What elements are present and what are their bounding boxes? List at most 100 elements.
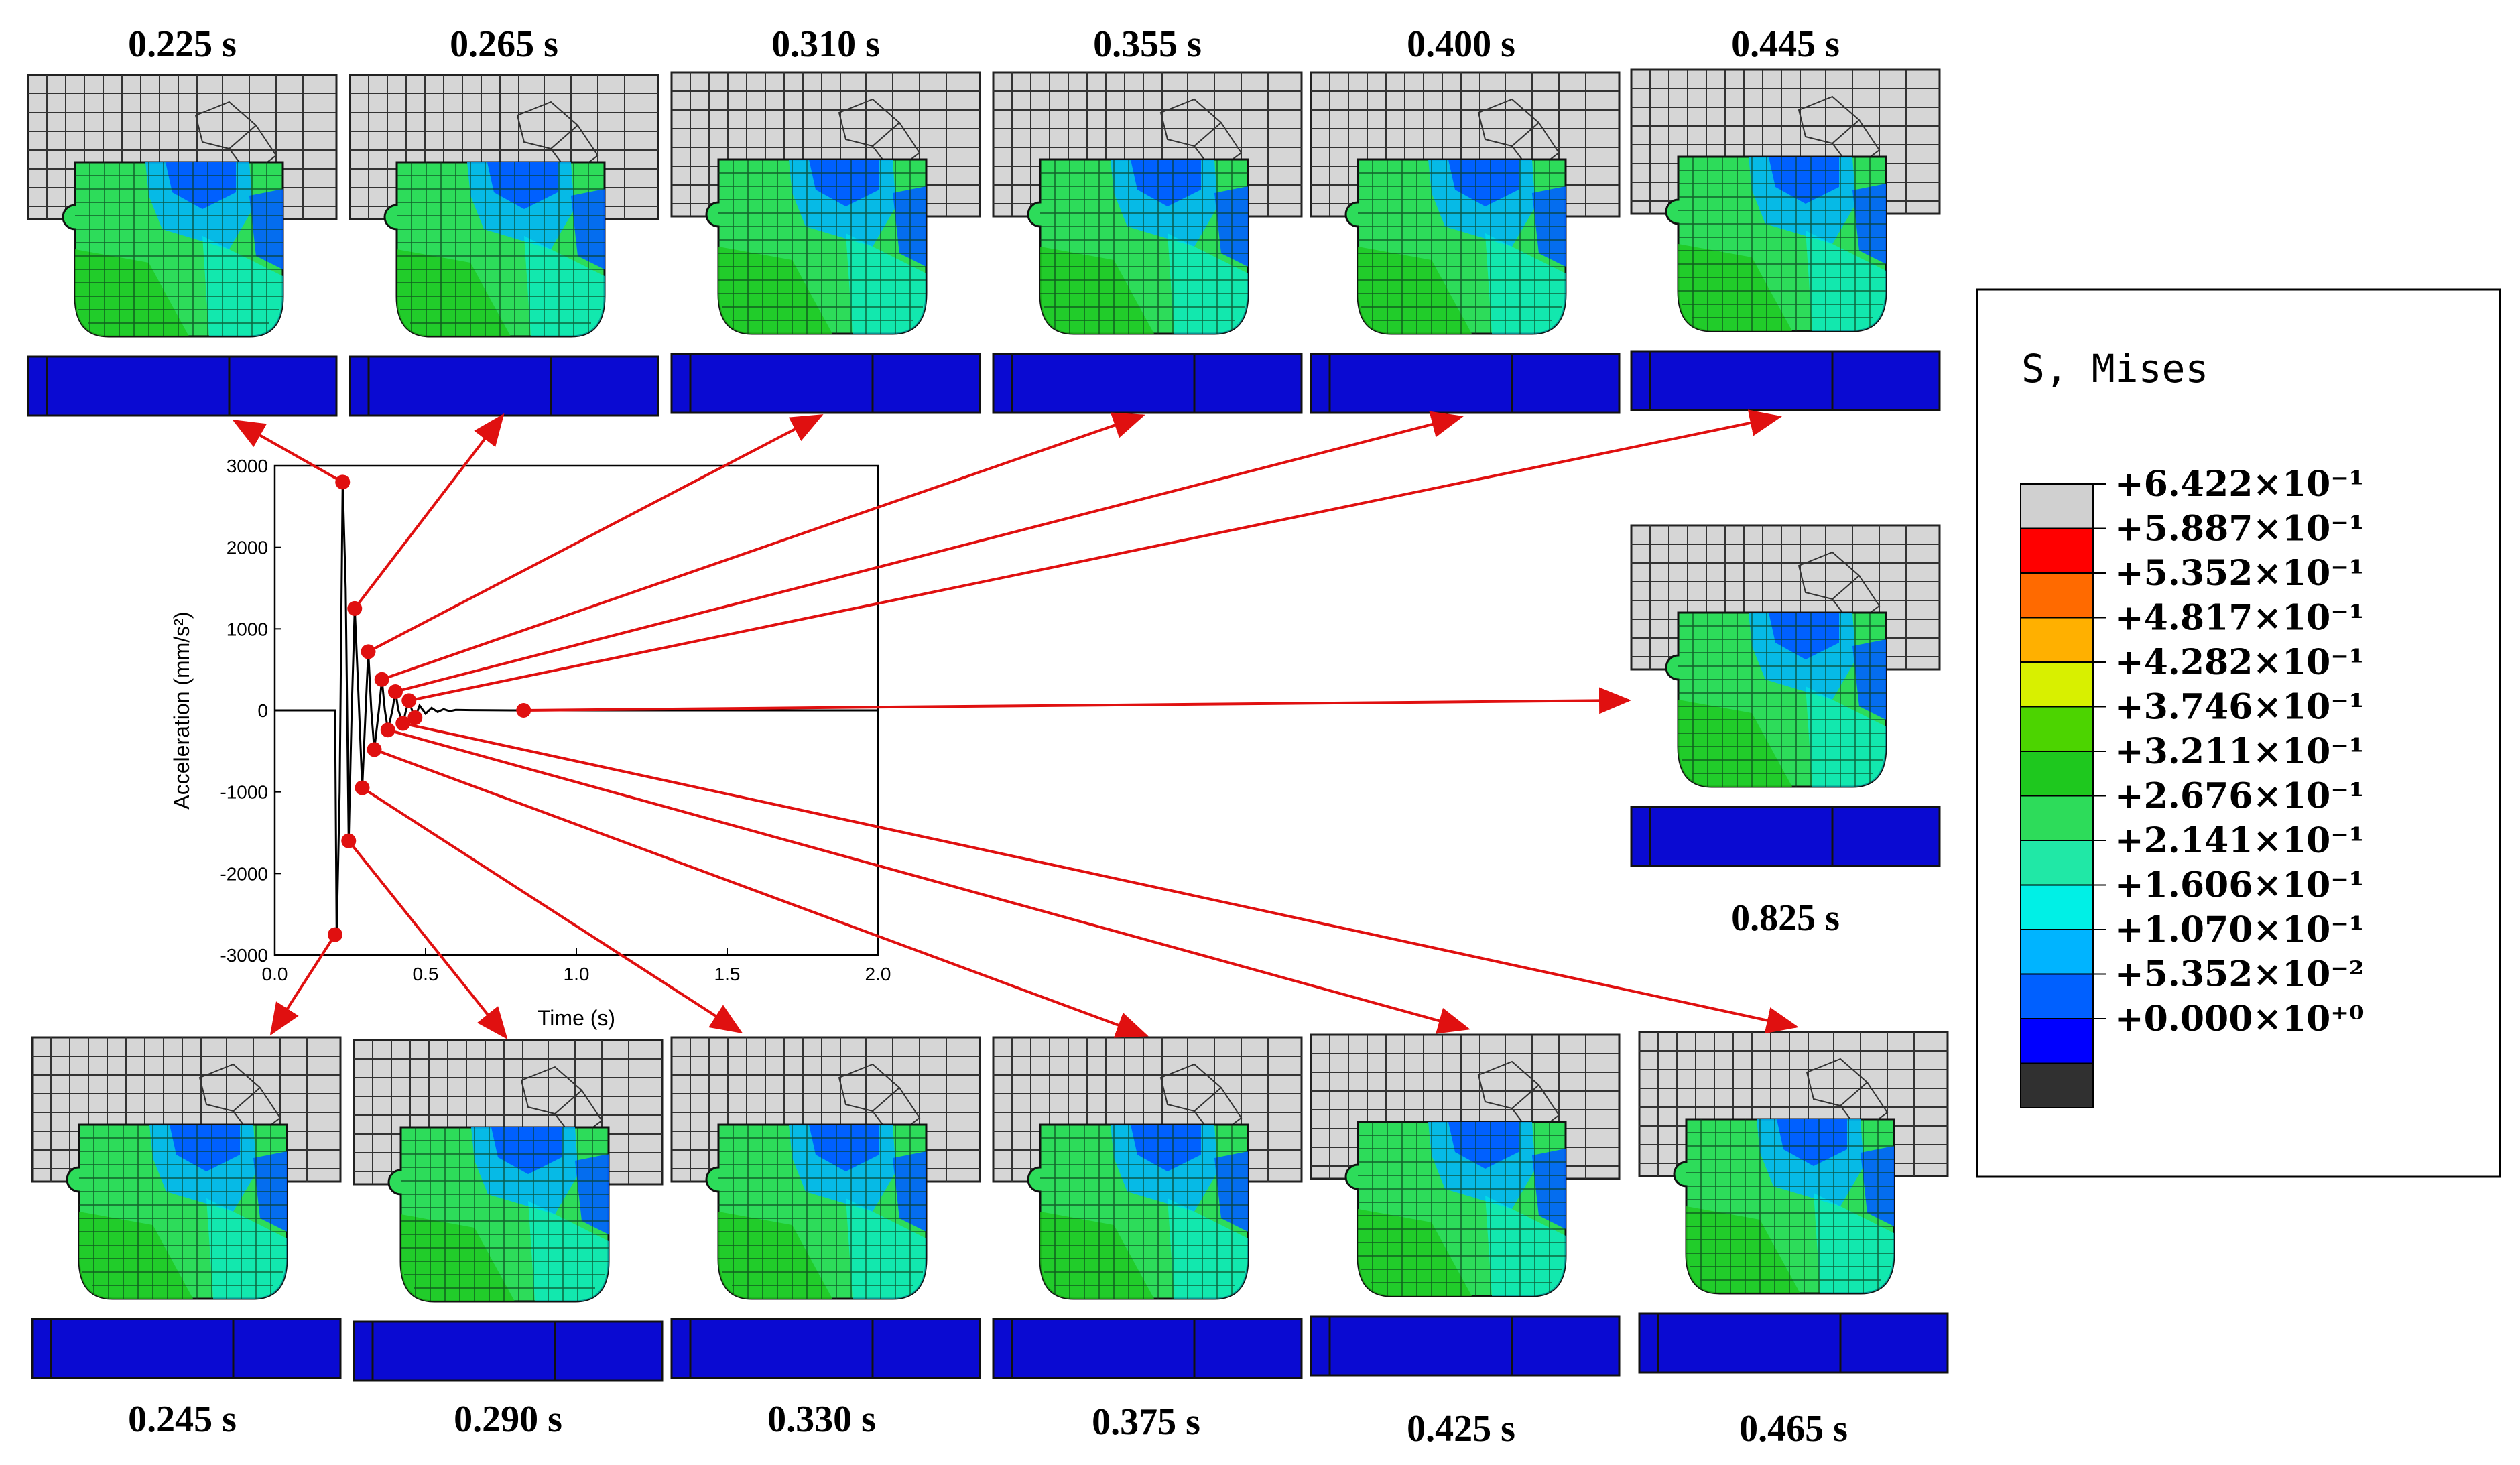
data-marker [367, 742, 382, 757]
callout-arrow [347, 840, 508, 1040]
legend-swatch [2020, 1018, 2094, 1064]
y-tick-label: -1000 [220, 782, 268, 803]
x-tick-label: 0.0 [262, 964, 288, 984]
top-row-snapshots: 0.225 s 0.265 s 0.310 s 0.355 s 0.400 s … [27, 23, 1941, 417]
time-label-bottom-4: 0.375 s [1092, 1401, 1200, 1443]
data-marker [374, 672, 389, 687]
x-axis: 0.0 0.5 1.0 1.5 2.0 [262, 948, 891, 984]
x-tick-label: 0.5 [413, 964, 439, 984]
legend-value-label: +4.817×10⁻¹ [2115, 598, 2365, 639]
callout-arrow [269, 934, 336, 1036]
legend-swatch [2020, 527, 2094, 574]
data-marker [388, 684, 403, 700]
data-marker [347, 600, 363, 616]
callout-arrow [232, 420, 344, 484]
legend-swatch [2020, 617, 2094, 663]
time-label-top-4: 0.355 s [1093, 23, 1202, 65]
data-marker [516, 703, 531, 718]
fem-snapshot-bottom-4 [992, 1036, 1303, 1379]
fem-snapshot-top-1 [27, 74, 338, 417]
legend-swatch [2020, 795, 2094, 841]
callout-arrow [381, 412, 1145, 681]
legend-swatch [2020, 973, 2094, 1019]
fem-snapshot-top-5 [1310, 71, 1621, 414]
fem-snapshot-top-3 [670, 71, 981, 414]
time-label-bottom-2: 0.290 s [454, 1399, 562, 1440]
legend-swatch [2020, 572, 2094, 619]
bottom-row-snapshots: 0.245 s 0.290 s 0.330 s 0.375 s 0.425 s … [31, 1031, 1949, 1450]
y-tick-label: 0 [257, 700, 268, 721]
callout-arrow [361, 786, 743, 1034]
acceleration-chart: 3000 2000 1000 0 -1000 -2000 -3000 0.0 0.5 1.0 1.… [170, 409, 1799, 1040]
y-tick-label: 3000 [227, 456, 268, 476]
time-label-top-6: 0.445 s [1731, 23, 1840, 65]
acceleration-series-line [275, 482, 878, 935]
y-axis-title: Acceleration (mm/s²) [170, 611, 194, 809]
y-tick-label: 1000 [227, 619, 268, 639]
legend-value-label: +6.422×10⁻¹ [2115, 464, 2365, 505]
y-tick-label: -2000 [220, 863, 268, 884]
legend-title: S, Mises [2021, 346, 2208, 391]
callout-arrow [408, 409, 1782, 702]
data-marker [395, 716, 411, 731]
callout-arrow [395, 411, 1464, 693]
x-axis-title: Time (s) [538, 1006, 615, 1030]
data-marker [401, 693, 417, 708]
legend-swatch [2020, 706, 2094, 752]
legend-value-label: +2.141×10⁻¹ [2115, 820, 2365, 861]
fem-snapshot-side [1630, 524, 1941, 867]
callout-arrow [387, 728, 1470, 1034]
legend-swatch [2020, 929, 2094, 975]
fem-snapshot-bottom-1 [31, 1036, 342, 1379]
y-axis: 3000 2000 1000 0 -1000 -2000 -3000 [220, 456, 332, 966]
data-marker [355, 780, 370, 795]
y-tick-label: 2000 [227, 537, 268, 558]
data-marker [341, 833, 357, 848]
callout-arrow [523, 687, 1631, 714]
time-label-top-5: 0.400 s [1407, 23, 1515, 65]
legend-swatch [2020, 840, 2094, 886]
data-marker [361, 644, 376, 659]
legend-swatch [2020, 751, 2094, 797]
x-tick-label: 1.0 [564, 964, 590, 984]
callout-arrow [367, 414, 824, 653]
callout-arrow [402, 722, 1799, 1034]
data-marker [328, 927, 342, 942]
legend-swatch [2020, 884, 2094, 930]
legend-value-label: +2.676×10⁻¹ [2115, 776, 2365, 817]
time-label-bottom-6: 0.465 s [1739, 1408, 1848, 1450]
legend-value-label: +3.746×10⁻¹ [2115, 687, 2365, 728]
fem-snapshot-top-4 [992, 71, 1303, 414]
legend-value-label: +0.000×10⁺⁰ [2115, 999, 2365, 1039]
fem-snapshot-top-2 [349, 74, 659, 417]
legend-swatch [2020, 661, 2094, 708]
legend-value-label: +5.352×10⁻¹ [2115, 553, 2365, 594]
time-label-top-2: 0.265 s [450, 23, 558, 65]
time-label-bottom-1: 0.245 s [128, 1399, 237, 1440]
time-label-top-1: 0.225 s [128, 23, 237, 65]
legend-value-label: +3.211×10⁻¹ [2115, 731, 2365, 772]
time-label-bottom-3: 0.330 s [767, 1399, 876, 1440]
legend-value-label: +5.887×10⁻¹ [2115, 509, 2365, 550]
callout-arrow [373, 748, 1149, 1038]
time-label-top-3: 0.310 s [771, 23, 880, 65]
fem-snapshot-bottom-3 [670, 1036, 981, 1379]
fem-snapshot-top-6 [1630, 68, 1941, 411]
fem-snapshot-bottom-5 [1310, 1033, 1621, 1377]
legend-swatch-bottom [2020, 1062, 2094, 1108]
fem-snapshot-bottom-6 [1638, 1031, 1949, 1374]
time-label-bottom-5: 0.425 s [1407, 1408, 1515, 1450]
data-markers [328, 474, 531, 942]
data-marker [407, 710, 423, 725]
legend-swatch [2020, 483, 2094, 529]
legend-value-label: +5.352×10⁻² [2115, 954, 2365, 995]
legend-value-label: +1.070×10⁻¹ [2115, 909, 2365, 950]
x-tick-label: 1.5 [714, 964, 741, 984]
stress-legend: S, Mises +6.422×10⁻¹+5.887×10⁻¹+5.352×10… [1976, 288, 2501, 1178]
legend-colorbar: +6.422×10⁻¹+5.887×10⁻¹+5.352×10⁻¹+4.817×… [2020, 464, 2365, 1108]
data-marker [335, 474, 351, 490]
data-marker [380, 722, 395, 738]
fem-snapshot-bottom-2 [353, 1039, 664, 1382]
legend-value-label: +1.606×10⁻¹ [2115, 865, 2365, 906]
legend-value-label: +4.282×10⁻¹ [2115, 642, 2365, 683]
